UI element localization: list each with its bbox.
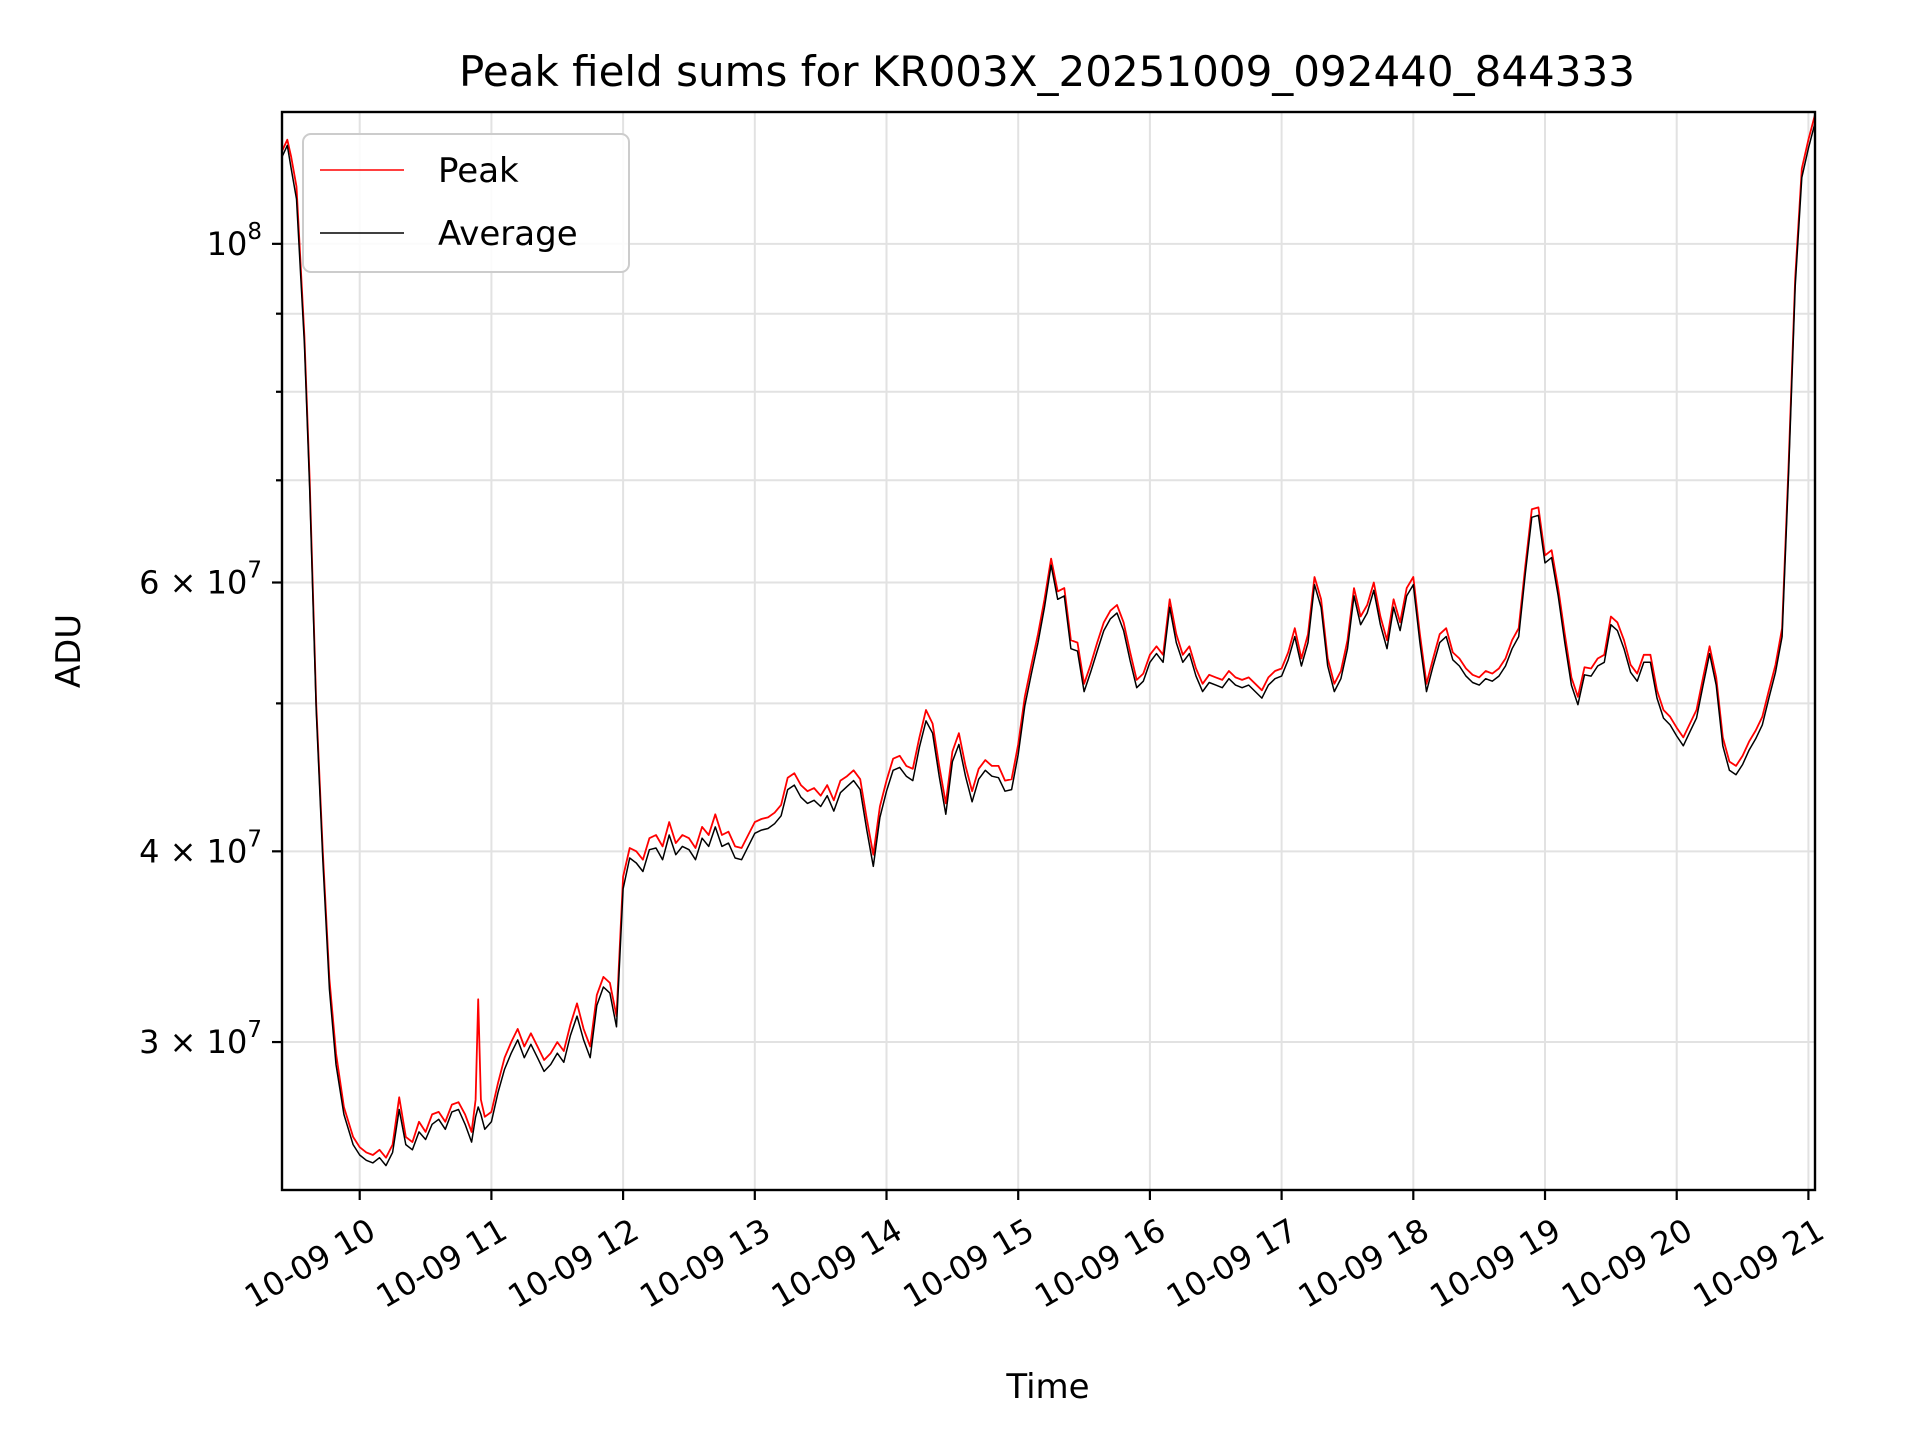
legend-box <box>302 133 630 273</box>
y-tick-exponent: 7 <box>247 558 262 584</box>
legend-label-average: Average <box>438 214 578 254</box>
y-tick-exponent: 7 <box>247 1017 262 1043</box>
y-tick-label: 6 × 107 <box>139 558 262 602</box>
series-line-peak <box>282 114 1815 1159</box>
y-tick-exponent: 7 <box>247 826 262 852</box>
y-tick-mantissa: 10 <box>207 225 248 263</box>
y-tick-mantissa: 3 × 10 <box>139 1023 247 1061</box>
y-tick-label: 3 × 107 <box>139 1017 262 1061</box>
legend-label-peak: Peak <box>438 151 519 191</box>
series-layer <box>282 114 1815 1167</box>
grid <box>282 112 1815 1190</box>
chart-title: Peak field sums for KR003X_20251009_0924… <box>459 47 1635 96</box>
y-tick-label: 4 × 107 <box>139 826 262 870</box>
x-axis-label: Time <box>1005 1367 1089 1407</box>
y-tick-label: 108 <box>207 219 262 263</box>
legend: Peak Average <box>302 133 630 273</box>
series-line-average <box>282 122 1815 1167</box>
y-tick-mantissa: 6 × 10 <box>139 564 247 602</box>
y-axis-label: ADU <box>49 614 89 688</box>
y-tick-exponent: 8 <box>247 219 262 245</box>
plot-frame <box>280 110 1817 1192</box>
y-tick-mantissa: 4 × 10 <box>139 832 247 870</box>
